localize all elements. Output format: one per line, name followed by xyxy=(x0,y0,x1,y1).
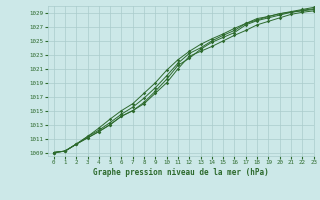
X-axis label: Graphe pression niveau de la mer (hPa): Graphe pression niveau de la mer (hPa) xyxy=(93,168,269,177)
